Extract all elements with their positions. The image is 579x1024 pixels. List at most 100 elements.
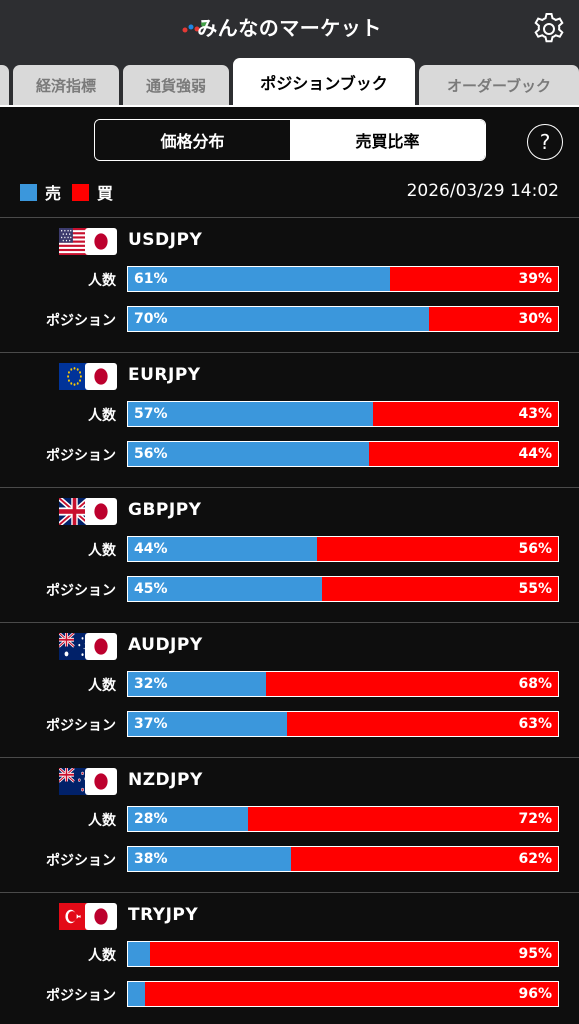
sell-percent: 37% <box>134 716 168 732</box>
buy-segment: 63% <box>287 712 558 736</box>
position-label: ポジション <box>46 583 116 599</box>
pair-name: GBPJPY <box>128 500 202 520</box>
position-label: ポジション <box>46 313 116 329</box>
position-ratio-bar: 38% 62% <box>127 846 559 872</box>
sell-segment: 45% <box>128 577 322 601</box>
buy-segment: 43% <box>373 402 558 426</box>
buy-segment: 56% <box>317 537 558 561</box>
pair-name: TRYJPY <box>128 905 199 925</box>
sell-segment: 44% <box>128 537 318 561</box>
people-label: 人数 <box>88 543 116 559</box>
nz-jp-flag-icon <box>59 768 117 795</box>
buy-segment: 96% <box>145 982 558 1006</box>
sell-swatch <box>20 183 37 201</box>
sell-segment: 32% <box>128 672 266 696</box>
sell-segment <box>128 942 150 966</box>
pair-section-eurjpy: EURJPY 人数 57% 43% ポジション 56% 44% <box>0 353 579 488</box>
app-header: みんなのマーケット <box>0 0 579 64</box>
us-jp-flag-icon <box>59 228 117 255</box>
buy-percent: 56% <box>518 541 552 557</box>
people-ratio-bar: 32% 68% <box>127 671 559 697</box>
people-ratio-bar: 61% 39% <box>127 266 559 292</box>
pair-section-usdjpy: USDJPY 人数 61% 39% ポジション 70% 30% <box>0 218 579 353</box>
buy-percent: 72% <box>518 811 552 827</box>
segment-price-distribution[interactable]: 価格分布 <box>95 120 290 160</box>
pair-name: EURJPY <box>128 365 201 385</box>
position-ratio-bar: 45% 55% <box>127 576 559 602</box>
gear-icon[interactable] <box>530 10 568 48</box>
people-label: 人数 <box>88 948 116 964</box>
buy-percent: 55% <box>518 581 552 597</box>
sell-percent: 45% <box>134 581 168 597</box>
buy-segment: 95% <box>149 942 558 966</box>
people-label: 人数 <box>88 813 116 829</box>
update-timestamp: 2026/03/29 14:02 <box>406 181 559 201</box>
people-ratio-bar: 28% 72% <box>127 806 559 832</box>
tab-currency-strength[interactable]: 通貨強弱 <box>123 65 229 105</box>
buy-segment: 44% <box>368 442 558 466</box>
buy-segment: 39% <box>390 267 558 291</box>
divider <box>0 487 579 488</box>
tab-partial[interactable] <box>0 65 9 105</box>
buy-percent: 63% <box>518 716 552 732</box>
gb-jp-flag-icon <box>59 498 117 525</box>
sell-segment: 28% <box>128 807 249 831</box>
sell-segment: 57% <box>128 402 374 426</box>
sell-segment <box>128 982 146 1006</box>
buy-percent: 44% <box>518 446 552 462</box>
position-label: ポジション <box>46 853 116 869</box>
buy-percent: 43% <box>518 406 552 422</box>
segment-buy-sell-ratio[interactable]: 売買比率 <box>290 120 485 160</box>
pair-section-audjpy: AUDJPY 人数 32% 68% ポジション 37% 63% <box>0 623 579 758</box>
buy-segment: 55% <box>321 577 558 601</box>
people-label: 人数 <box>88 408 116 424</box>
sell-percent: 44% <box>134 541 168 557</box>
pair-name: USDJPY <box>128 230 203 250</box>
sell-percent: 57% <box>134 406 168 422</box>
app-title: みんなのマーケット <box>197 16 382 40</box>
sell-percent: 61% <box>134 271 168 287</box>
people-label: 人数 <box>88 678 116 694</box>
sell-segment: 37% <box>128 712 288 736</box>
buy-swatch <box>72 183 90 201</box>
sell-percent: 70% <box>134 311 168 327</box>
eu-jp-flag-icon <box>59 363 117 390</box>
position-ratio-bar: 96% <box>127 981 559 1007</box>
sell-percent: 28% <box>134 811 168 827</box>
buy-percent: 95% <box>518 946 552 962</box>
people-ratio-bar: 57% 43% <box>127 401 559 427</box>
sell-segment: 70% <box>128 307 429 331</box>
tab-economic-indicators[interactable]: 経済指標 <box>13 65 119 105</box>
sell-segment: 38% <box>128 847 292 871</box>
position-label: ポジション <box>46 448 116 464</box>
buy-segment: 30% <box>429 307 558 331</box>
position-ratio-bar: 70% 30% <box>127 306 559 332</box>
people-ratio-bar: 44% 56% <box>127 536 559 562</box>
pair-name: AUDJPY <box>128 635 203 655</box>
pair-section-nzdjpy: NZDJPY 人数 28% 72% ポジション 38% 62% <box>0 758 579 893</box>
legend-buy-label: 買 <box>97 184 114 203</box>
divider <box>0 352 579 353</box>
help-icon[interactable]: ? <box>527 124 563 160</box>
position-label: ポジション <box>46 988 116 1004</box>
buy-percent: 39% <box>518 271 552 287</box>
buy-percent: 30% <box>518 311 552 327</box>
app-logo-icon <box>182 21 207 33</box>
sell-segment: 61% <box>128 267 391 291</box>
divider <box>0 757 579 758</box>
divider <box>0 622 579 623</box>
tab-bar: 経済指標 通貨強弱 ポジションブック オーダーブック <box>0 56 579 107</box>
legend: 売 買 <box>20 182 124 203</box>
divider <box>0 892 579 893</box>
buy-segment: 62% <box>291 847 558 871</box>
tab-position-book[interactable]: ポジションブック <box>233 58 415 106</box>
pair-section-tryjpy: TRYJPY 人数 95% ポジション 96% <box>0 893 579 1024</box>
buy-segment: 68% <box>265 672 558 696</box>
tab-order-book[interactable]: オーダーブック <box>419 65 579 105</box>
buy-percent: 62% <box>518 851 552 867</box>
position-ratio-bar: 56% 44% <box>127 441 559 467</box>
pair-section-gbpjpy: GBPJPY 人数 44% 56% ポジション 45% 55% <box>0 488 579 623</box>
sell-percent: 56% <box>134 446 168 462</box>
people-label: 人数 <box>88 273 116 289</box>
buy-segment: 72% <box>248 807 558 831</box>
